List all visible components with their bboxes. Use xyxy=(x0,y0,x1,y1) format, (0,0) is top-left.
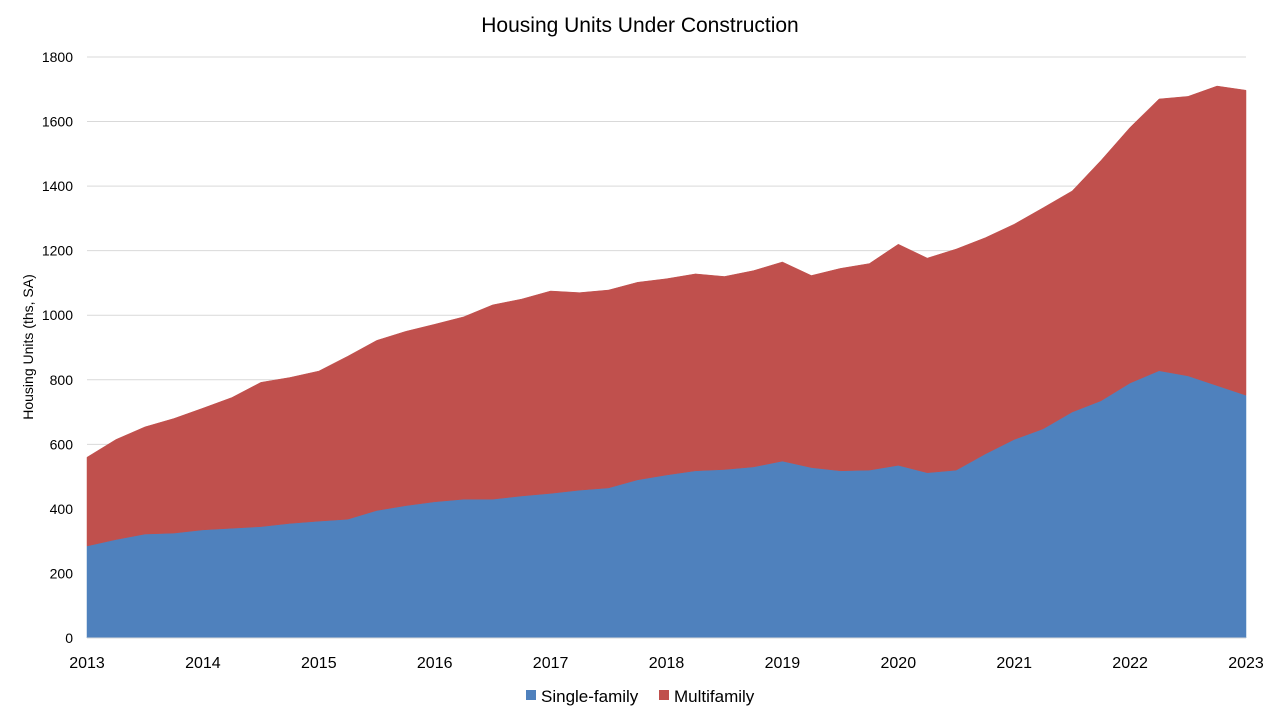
x-tick-label: 2015 xyxy=(301,655,337,672)
y-axis-ticks: 0 200 400 600 800 1000 1200 1400 1600 1800 xyxy=(42,49,73,646)
y-tick-label: 0 xyxy=(65,630,73,646)
x-axis-ticks: 2013 2014 2015 2016 2017 2018 2019 2020 2021 2022… xyxy=(69,655,1264,672)
legend: Single-family Multifamily xyxy=(526,687,755,706)
y-tick-label: 1200 xyxy=(42,243,73,259)
x-tick-label: 2022 xyxy=(1112,655,1148,672)
x-tick-label: 2017 xyxy=(533,655,569,672)
x-tick-label: 2023 xyxy=(1228,655,1264,672)
y-tick-label: 800 xyxy=(50,372,74,388)
y-tick-label: 1400 xyxy=(42,178,73,194)
x-tick-label: 2018 xyxy=(649,655,685,672)
y-tick-label: 600 xyxy=(50,436,74,452)
x-tick-label: 2021 xyxy=(996,655,1032,672)
y-tick-label: 1000 xyxy=(42,307,73,323)
x-tick-label: 2019 xyxy=(765,655,801,672)
x-tick-label: 2020 xyxy=(881,655,917,672)
x-tick-label: 2014 xyxy=(185,655,221,672)
x-tick-label: 2013 xyxy=(69,655,105,672)
legend-label-single-family: Single-family xyxy=(541,687,639,706)
area-series xyxy=(86,85,1247,639)
chart-title: Housing Units Under Construction xyxy=(481,14,798,37)
x-tick-label: 2016 xyxy=(417,655,453,672)
y-tick-label: 1600 xyxy=(42,114,73,130)
legend-label-multifamily: Multifamily xyxy=(674,687,755,706)
y-tick-label: 1800 xyxy=(42,49,73,65)
legend-swatch-single-family xyxy=(526,690,536,700)
area-multifamily xyxy=(86,85,1247,547)
y-tick-label: 400 xyxy=(50,501,74,517)
legend-swatch-multifamily xyxy=(659,690,669,700)
y-axis-label: Housing Units (ths, SA) xyxy=(20,274,36,420)
y-tick-label: 200 xyxy=(50,565,74,581)
